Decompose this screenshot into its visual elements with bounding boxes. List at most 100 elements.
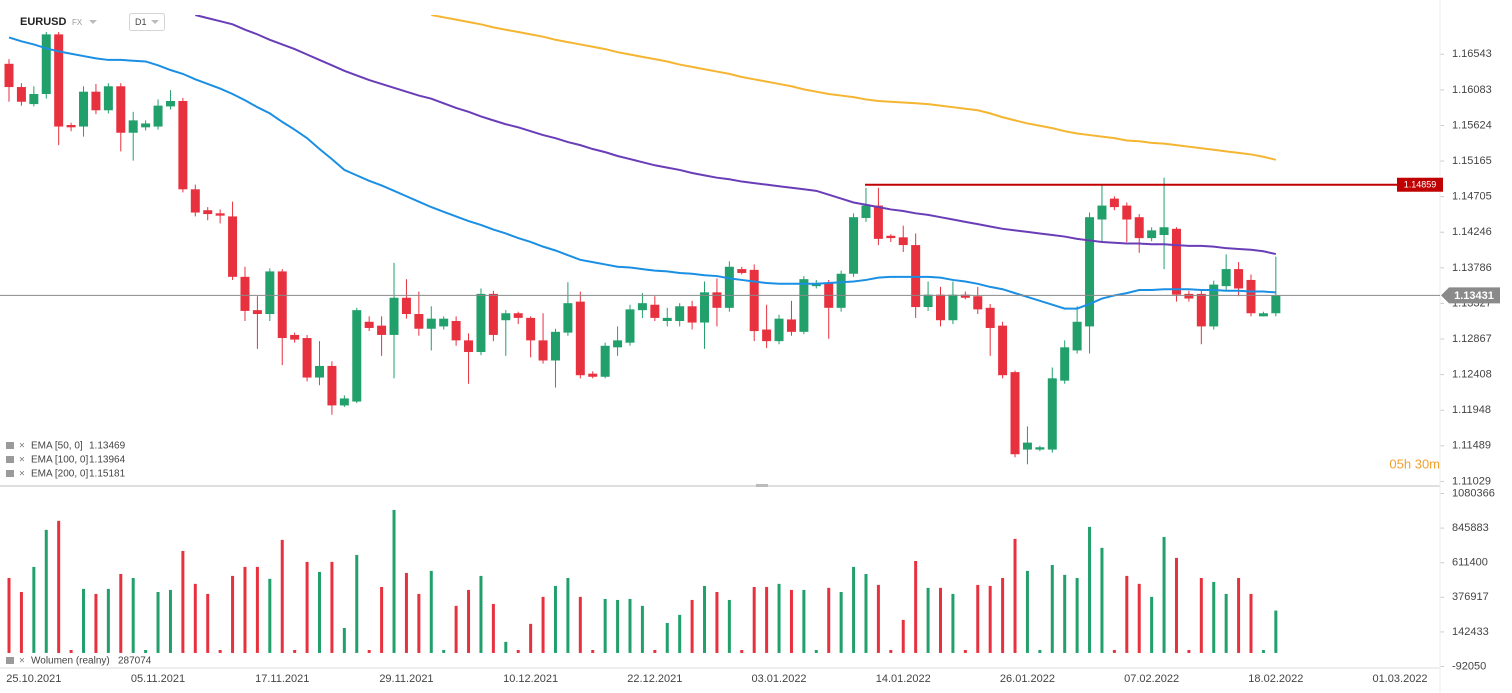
candle-body — [476, 293, 486, 352]
candle-body — [675, 306, 685, 321]
volume-bar — [168, 589, 172, 653]
timeframe-caret[interactable] — [151, 20, 159, 24]
candle-body — [1035, 447, 1045, 450]
legend-settings-icon[interactable] — [6, 442, 14, 449]
volume-bar — [467, 589, 471, 653]
volume-bar — [914, 560, 918, 653]
pane-resize-handle[interactable] — [756, 484, 768, 487]
x-tick-label: 17.11.2021 — [255, 673, 309, 685]
volume-bar — [330, 561, 334, 653]
candle-body — [588, 373, 598, 377]
volume-bar — [193, 583, 197, 653]
candle-body — [16, 87, 26, 102]
timeframe[interactable]: D1 — [135, 17, 147, 27]
candle-body — [1184, 293, 1194, 299]
volume-bar — [454, 605, 458, 653]
volume-bar — [740, 649, 744, 653]
candle-body — [178, 100, 188, 190]
candle-countdown: 05h 30m — [1389, 456, 1440, 471]
candle-body — [401, 297, 411, 315]
volume-bar — [44, 529, 48, 653]
volume-bar — [640, 605, 644, 653]
candle-body — [91, 91, 101, 111]
x-tick-label: 07.02.2022 — [1124, 673, 1179, 685]
y-tick-label: 1.16083 — [1452, 84, 1492, 96]
legend-remove-icon[interactable]: × — [19, 469, 25, 480]
candle-body — [936, 294, 945, 321]
candle-body — [985, 307, 995, 328]
volume-bar — [1274, 610, 1278, 653]
candle-body — [762, 329, 772, 342]
symbol-dropdown-caret[interactable] — [89, 20, 97, 24]
volume-bar — [342, 628, 346, 653]
volume-bar — [864, 573, 868, 653]
volume-bar — [1088, 526, 1092, 653]
candle-body — [712, 292, 722, 308]
legend-settings-icon[interactable] — [6, 456, 14, 463]
y-tick-label: 1.14246 — [1452, 226, 1492, 238]
candle-body — [687, 306, 697, 323]
candle-body — [451, 320, 461, 341]
candle-body — [265, 271, 275, 315]
x-tick-label: 26.01.2022 — [1000, 673, 1055, 685]
candle-body — [426, 318, 436, 329]
candle-body — [439, 318, 449, 327]
candle-body — [414, 314, 424, 329]
candle-body — [165, 100, 175, 107]
timeframe-box[interactable] — [129, 13, 165, 31]
candle-body — [29, 94, 39, 105]
volume-bar — [827, 587, 831, 653]
candle-body — [650, 304, 660, 318]
candle-body — [103, 86, 113, 111]
volume-bar — [19, 591, 23, 653]
candle-body — [327, 365, 337, 406]
volume-bar — [404, 572, 408, 653]
volume-bar — [802, 589, 806, 653]
candle-body — [66, 125, 76, 128]
volume-bar — [380, 586, 384, 653]
volume-bar — [578, 596, 582, 653]
candle-body — [215, 213, 225, 216]
y-tick-label: 1.11489 — [1452, 440, 1491, 452]
volume-bar — [1199, 577, 1203, 653]
volume-bar — [131, 577, 135, 653]
candle-body — [700, 292, 710, 323]
candle-body — [1271, 295, 1281, 314]
volume-bar — [57, 520, 61, 653]
volume-bar — [293, 649, 297, 653]
volume-bar — [318, 571, 321, 653]
volume-bar — [963, 649, 967, 653]
candle-body — [1097, 205, 1107, 220]
volume-bar — [665, 622, 669, 653]
volume-bar — [367, 649, 371, 653]
legend-settings-icon[interactable] — [6, 470, 14, 477]
x-tick-label: 10.12.2021 — [503, 673, 558, 685]
candle-body — [662, 317, 672, 321]
legend-settings-icon[interactable] — [6, 657, 14, 664]
candle-body — [488, 293, 498, 335]
volume-bar — [852, 566, 856, 653]
y-tick-label: 1.12867 — [1452, 333, 1492, 345]
volume-bar — [206, 593, 210, 653]
candle-body — [799, 279, 809, 332]
volume-bar — [268, 578, 272, 653]
legend-remove-icon[interactable]: × — [19, 441, 25, 452]
candle-body — [352, 310, 362, 402]
symbol[interactable]: EURUSD — [20, 16, 67, 28]
candle-body — [315, 365, 324, 378]
candle-body — [464, 340, 474, 352]
volume-bar — [988, 585, 992, 653]
volume-bar — [417, 593, 421, 653]
volume-bar — [1249, 593, 1253, 653]
candle-body — [1234, 269, 1244, 289]
candle-body — [600, 345, 610, 377]
legend-remove-icon[interactable]: × — [19, 656, 25, 667]
candle-body — [526, 317, 536, 341]
volume-bar — [255, 566, 259, 653]
x-tick-label: 25.10.2021 — [6, 673, 61, 685]
volume-bar — [504, 641, 508, 653]
indicator-legend: × EMA [50, 0] 1.13469 × EMA [100, 0] 1.13964 ×… — [6, 441, 152, 667]
volume-bar — [765, 586, 769, 653]
legend-remove-icon[interactable]: × — [19, 455, 25, 466]
candle-body — [240, 276, 250, 311]
